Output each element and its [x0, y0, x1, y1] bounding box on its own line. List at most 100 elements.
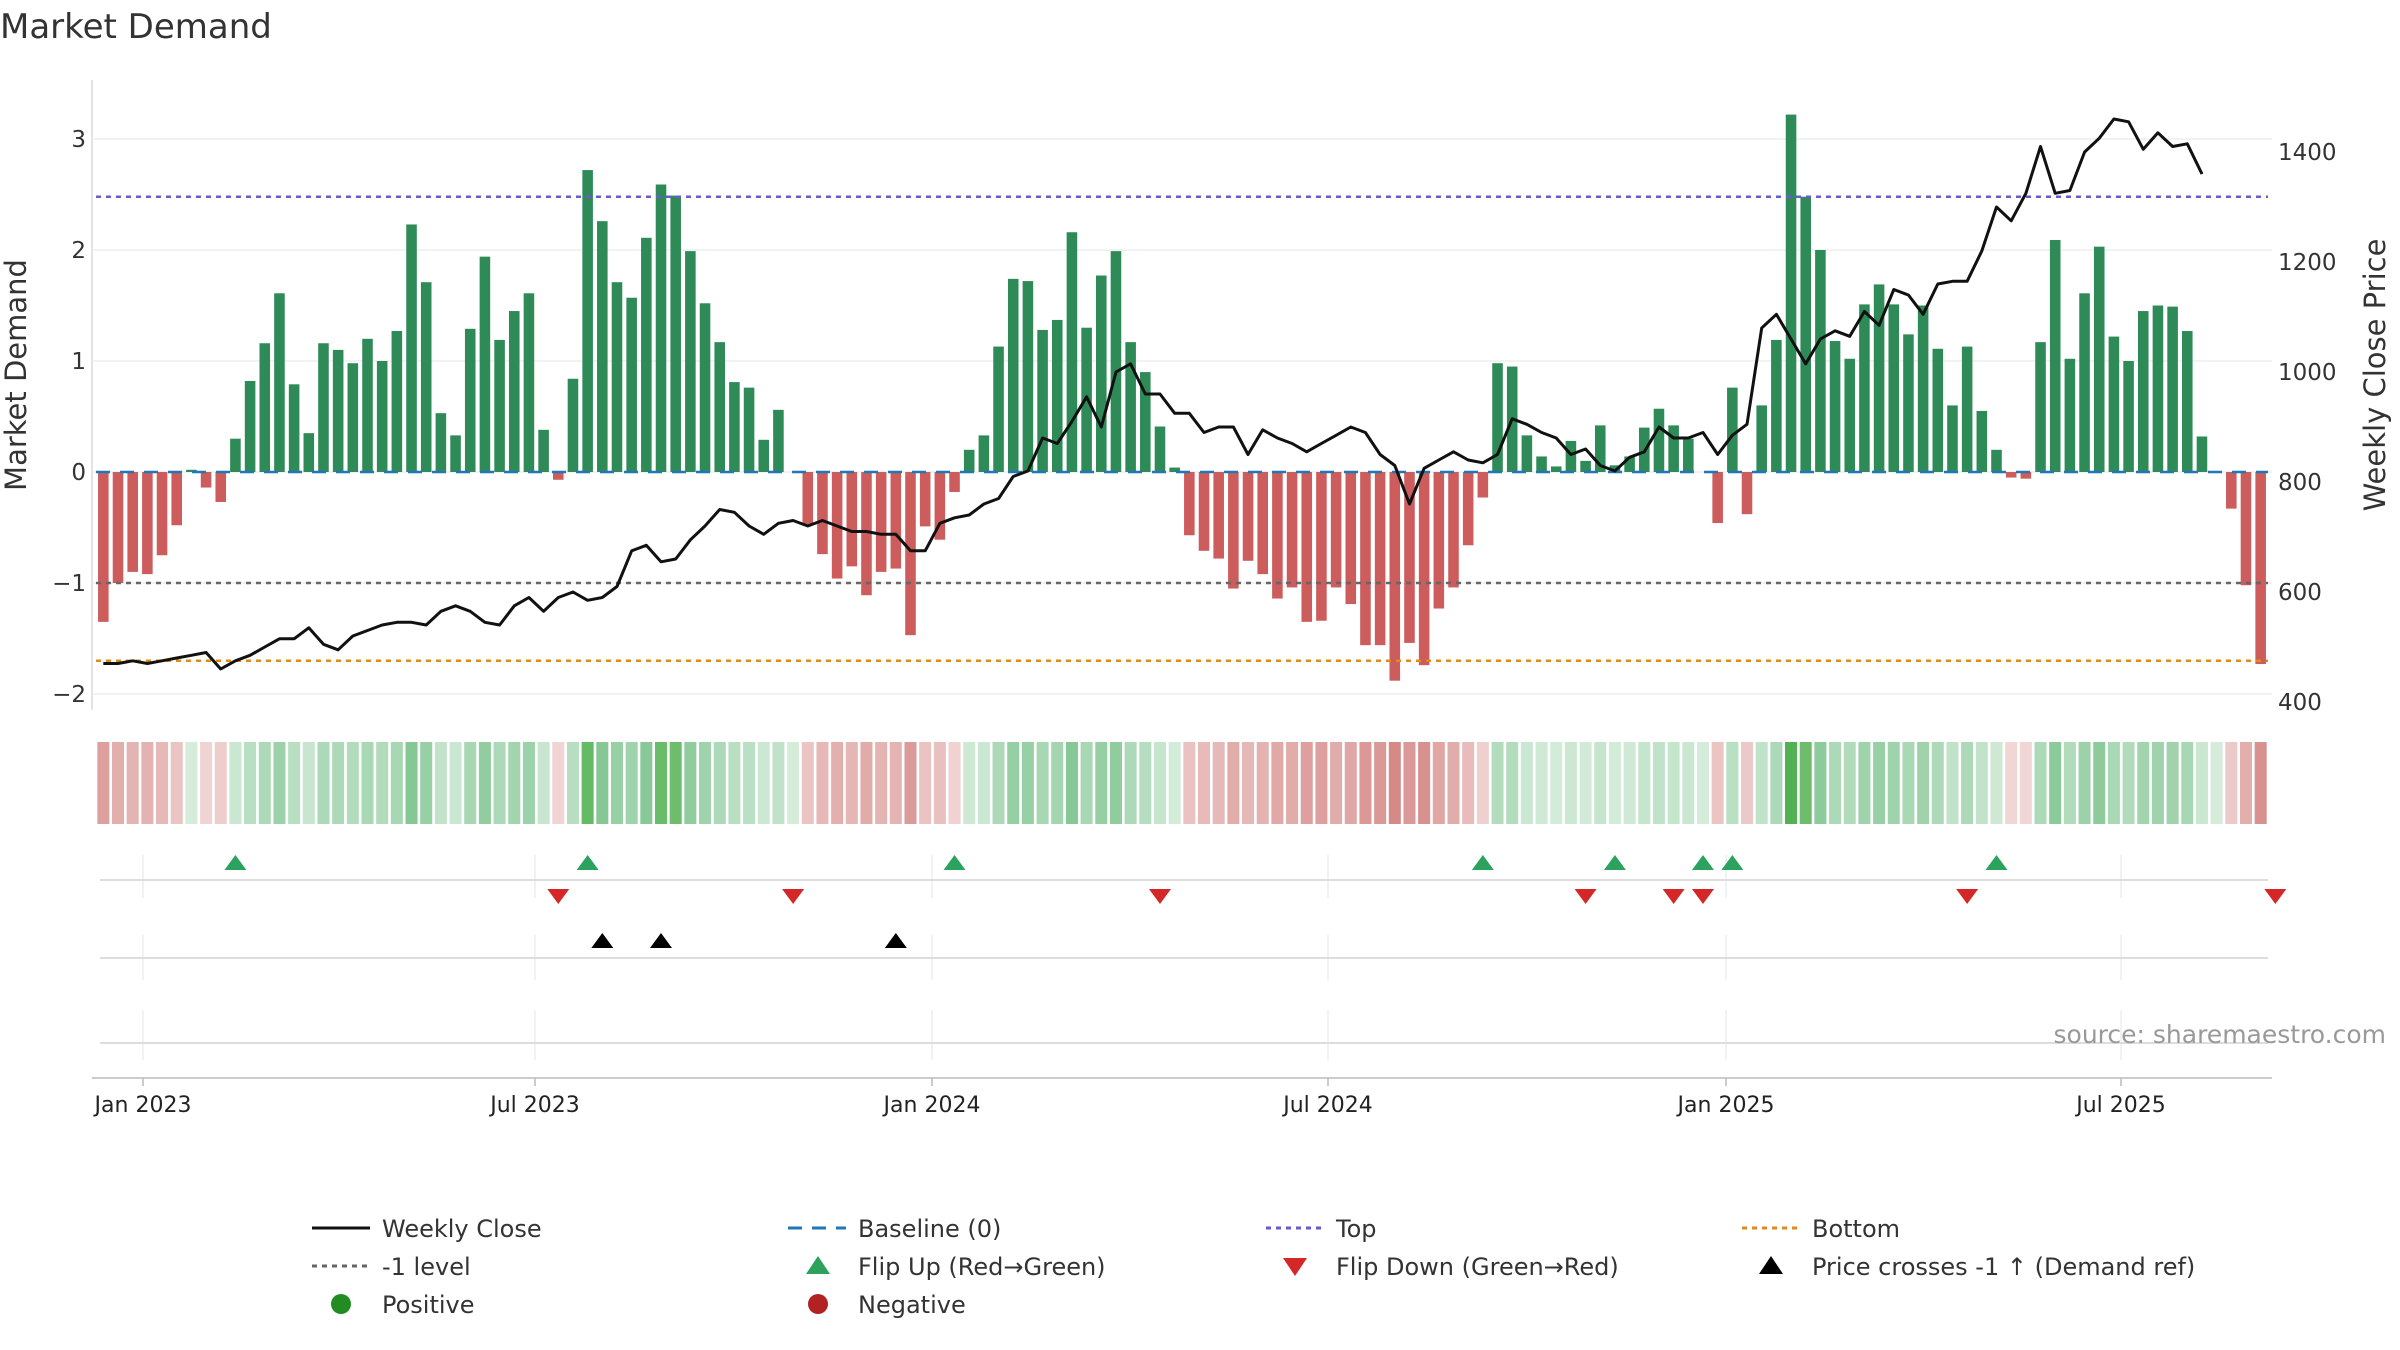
- heat-strip-cell: [581, 742, 594, 824]
- heat-strip-cell: [1740, 742, 1754, 824]
- demand-bar-positive: [1771, 339, 1782, 472]
- demand-bar-positive: [2167, 306, 2178, 472]
- heat-strip-cell: [1330, 742, 1343, 824]
- demand-bar-positive: [685, 251, 696, 472]
- demand-bar-positive: [1051, 319, 1063, 472]
- demand-bar-positive: [288, 384, 300, 472]
- heat-strip-cell: [919, 742, 932, 824]
- heat-strip-cell: [1843, 742, 1856, 824]
- demand-bar-positive: [259, 343, 271, 472]
- heat-strip-cell: [889, 742, 902, 824]
- demand-bar-positive: [1096, 275, 1107, 472]
- demand-bar-positive: [582, 170, 593, 472]
- heat-strip-cell: [1785, 742, 1798, 824]
- heat-strip-cell: [141, 742, 154, 824]
- demand-bar-positive: [1169, 467, 1180, 472]
- demand-bar-negative: [1198, 472, 1210, 551]
- heat-strip-cell: [2078, 742, 2091, 824]
- demand-bar-positive: [597, 221, 608, 472]
- heat-strip-cell: [464, 742, 477, 824]
- y-tick-label: −1: [52, 571, 86, 597]
- demand-bar-positive: [479, 256, 491, 472]
- heat-strip-cell: [2239, 742, 2253, 824]
- heat-strip-cell: [229, 742, 242, 824]
- heat-strip-cell: [1535, 742, 1548, 824]
- heat-strip-cell: [2181, 742, 2194, 824]
- heat-strip-cell: [1814, 742, 1827, 824]
- legend-flip-up-icon: [806, 1256, 830, 1274]
- heat-strip-cell: [757, 742, 770, 824]
- heat-strip-cell: [801, 742, 814, 824]
- demand-bar-positive: [1976, 410, 1988, 472]
- heat-strip-cell: [963, 742, 976, 824]
- heat-strip-cell: [1256, 742, 1269, 824]
- demand-bar-negative: [846, 472, 858, 567]
- heat-strip-cell: [610, 742, 624, 824]
- y2-tick-label: 1000: [2278, 360, 2337, 386]
- demand-bar-positive: [1829, 341, 1841, 472]
- heat-strip-cell: [434, 742, 447, 824]
- heat-strip-cell: [1652, 742, 1665, 824]
- demand-bar-negative: [1477, 472, 1489, 498]
- demand-bar-positive: [450, 435, 461, 472]
- demand-bar-positive: [2137, 311, 2149, 472]
- heat-strip-cell: [2107, 742, 2120, 824]
- flip-up-marker: [943, 855, 966, 870]
- legend-price-cross-icon: [1759, 1256, 1783, 1274]
- y-tick-label: 2: [71, 238, 86, 264]
- demand-bar-positive: [1594, 425, 1606, 472]
- flip-up-marker: [1985, 855, 2008, 870]
- demand-bar-positive: [2035, 342, 2046, 472]
- demand-bar-negative: [817, 472, 828, 555]
- heat-strip-cell: [2210, 742, 2223, 824]
- heat-strip-cell: [1462, 742, 1475, 824]
- demand-bar-negative: [1404, 472, 1415, 643]
- demand-bar-positive: [362, 338, 373, 472]
- demand-bar-positive: [699, 303, 711, 472]
- heat-strip-cell: [699, 742, 712, 824]
- demand-bar-positive: [244, 380, 256, 472]
- legend-flip-up: Flip Up (Red→Green): [858, 1253, 1106, 1281]
- heat-strip-cell: [508, 742, 521, 824]
- demand-bar-positive: [963, 449, 975, 472]
- demand-bar-negative: [1374, 472, 1386, 646]
- flip-down-marker: [782, 889, 805, 904]
- demand-bar-positive: [538, 429, 549, 472]
- heat-strip-cell: [816, 742, 829, 824]
- heat-strip-cell: [566, 742, 579, 824]
- heat-strip-cell: [2195, 742, 2208, 824]
- x-tick-label: Jan 2023: [93, 1093, 192, 1118]
- heat-strip-cell: [537, 742, 550, 824]
- demand-bar-negative: [1448, 472, 1459, 588]
- demand-bar-positive: [2152, 305, 2164, 472]
- demand-bar-positive: [729, 382, 740, 472]
- heat-strip-cell: [2122, 742, 2135, 824]
- heat-strip-cell: [1711, 742, 1724, 824]
- heat-strip-cell: [772, 742, 785, 824]
- heat-strip-cell: [1007, 742, 1020, 824]
- heat-strip-cell: [111, 742, 125, 824]
- heat-strip-cell: [1036, 742, 1049, 824]
- legend-negative: Negative: [858, 1291, 966, 1319]
- demand-bar-negative: [861, 472, 872, 596]
- heat-strip-cell: [933, 742, 946, 824]
- heat-strip-cell: [1667, 742, 1680, 824]
- heat-strip-cell: [200, 742, 213, 824]
- heat-strip-cell: [1638, 742, 1651, 824]
- flip-down-marker: [2264, 889, 2287, 904]
- axis-ticks: −2 −1 0 1 2 3 400 600 800 1000 1200 1400 Jan 2023 Jul…: [52, 127, 2336, 1118]
- demand-bar-positive: [230, 438, 241, 472]
- heat-strip-cell: [258, 742, 271, 824]
- demand-bar-negative: [1316, 472, 1327, 621]
- heat-strip-cell: [1271, 742, 1284, 824]
- signal-markers: [224, 855, 2287, 948]
- demand-bar-negative: [919, 472, 931, 527]
- heat-strip-cell: [1388, 742, 1401, 824]
- heat-strip-cell: [596, 742, 609, 824]
- heat-strip-cell: [640, 742, 653, 824]
- demand-bar-negative: [1213, 472, 1224, 559]
- demand-bar-positive: [743, 387, 755, 472]
- heat-strip-cell: [1109, 742, 1122, 824]
- demand-bar-negative: [98, 472, 109, 622]
